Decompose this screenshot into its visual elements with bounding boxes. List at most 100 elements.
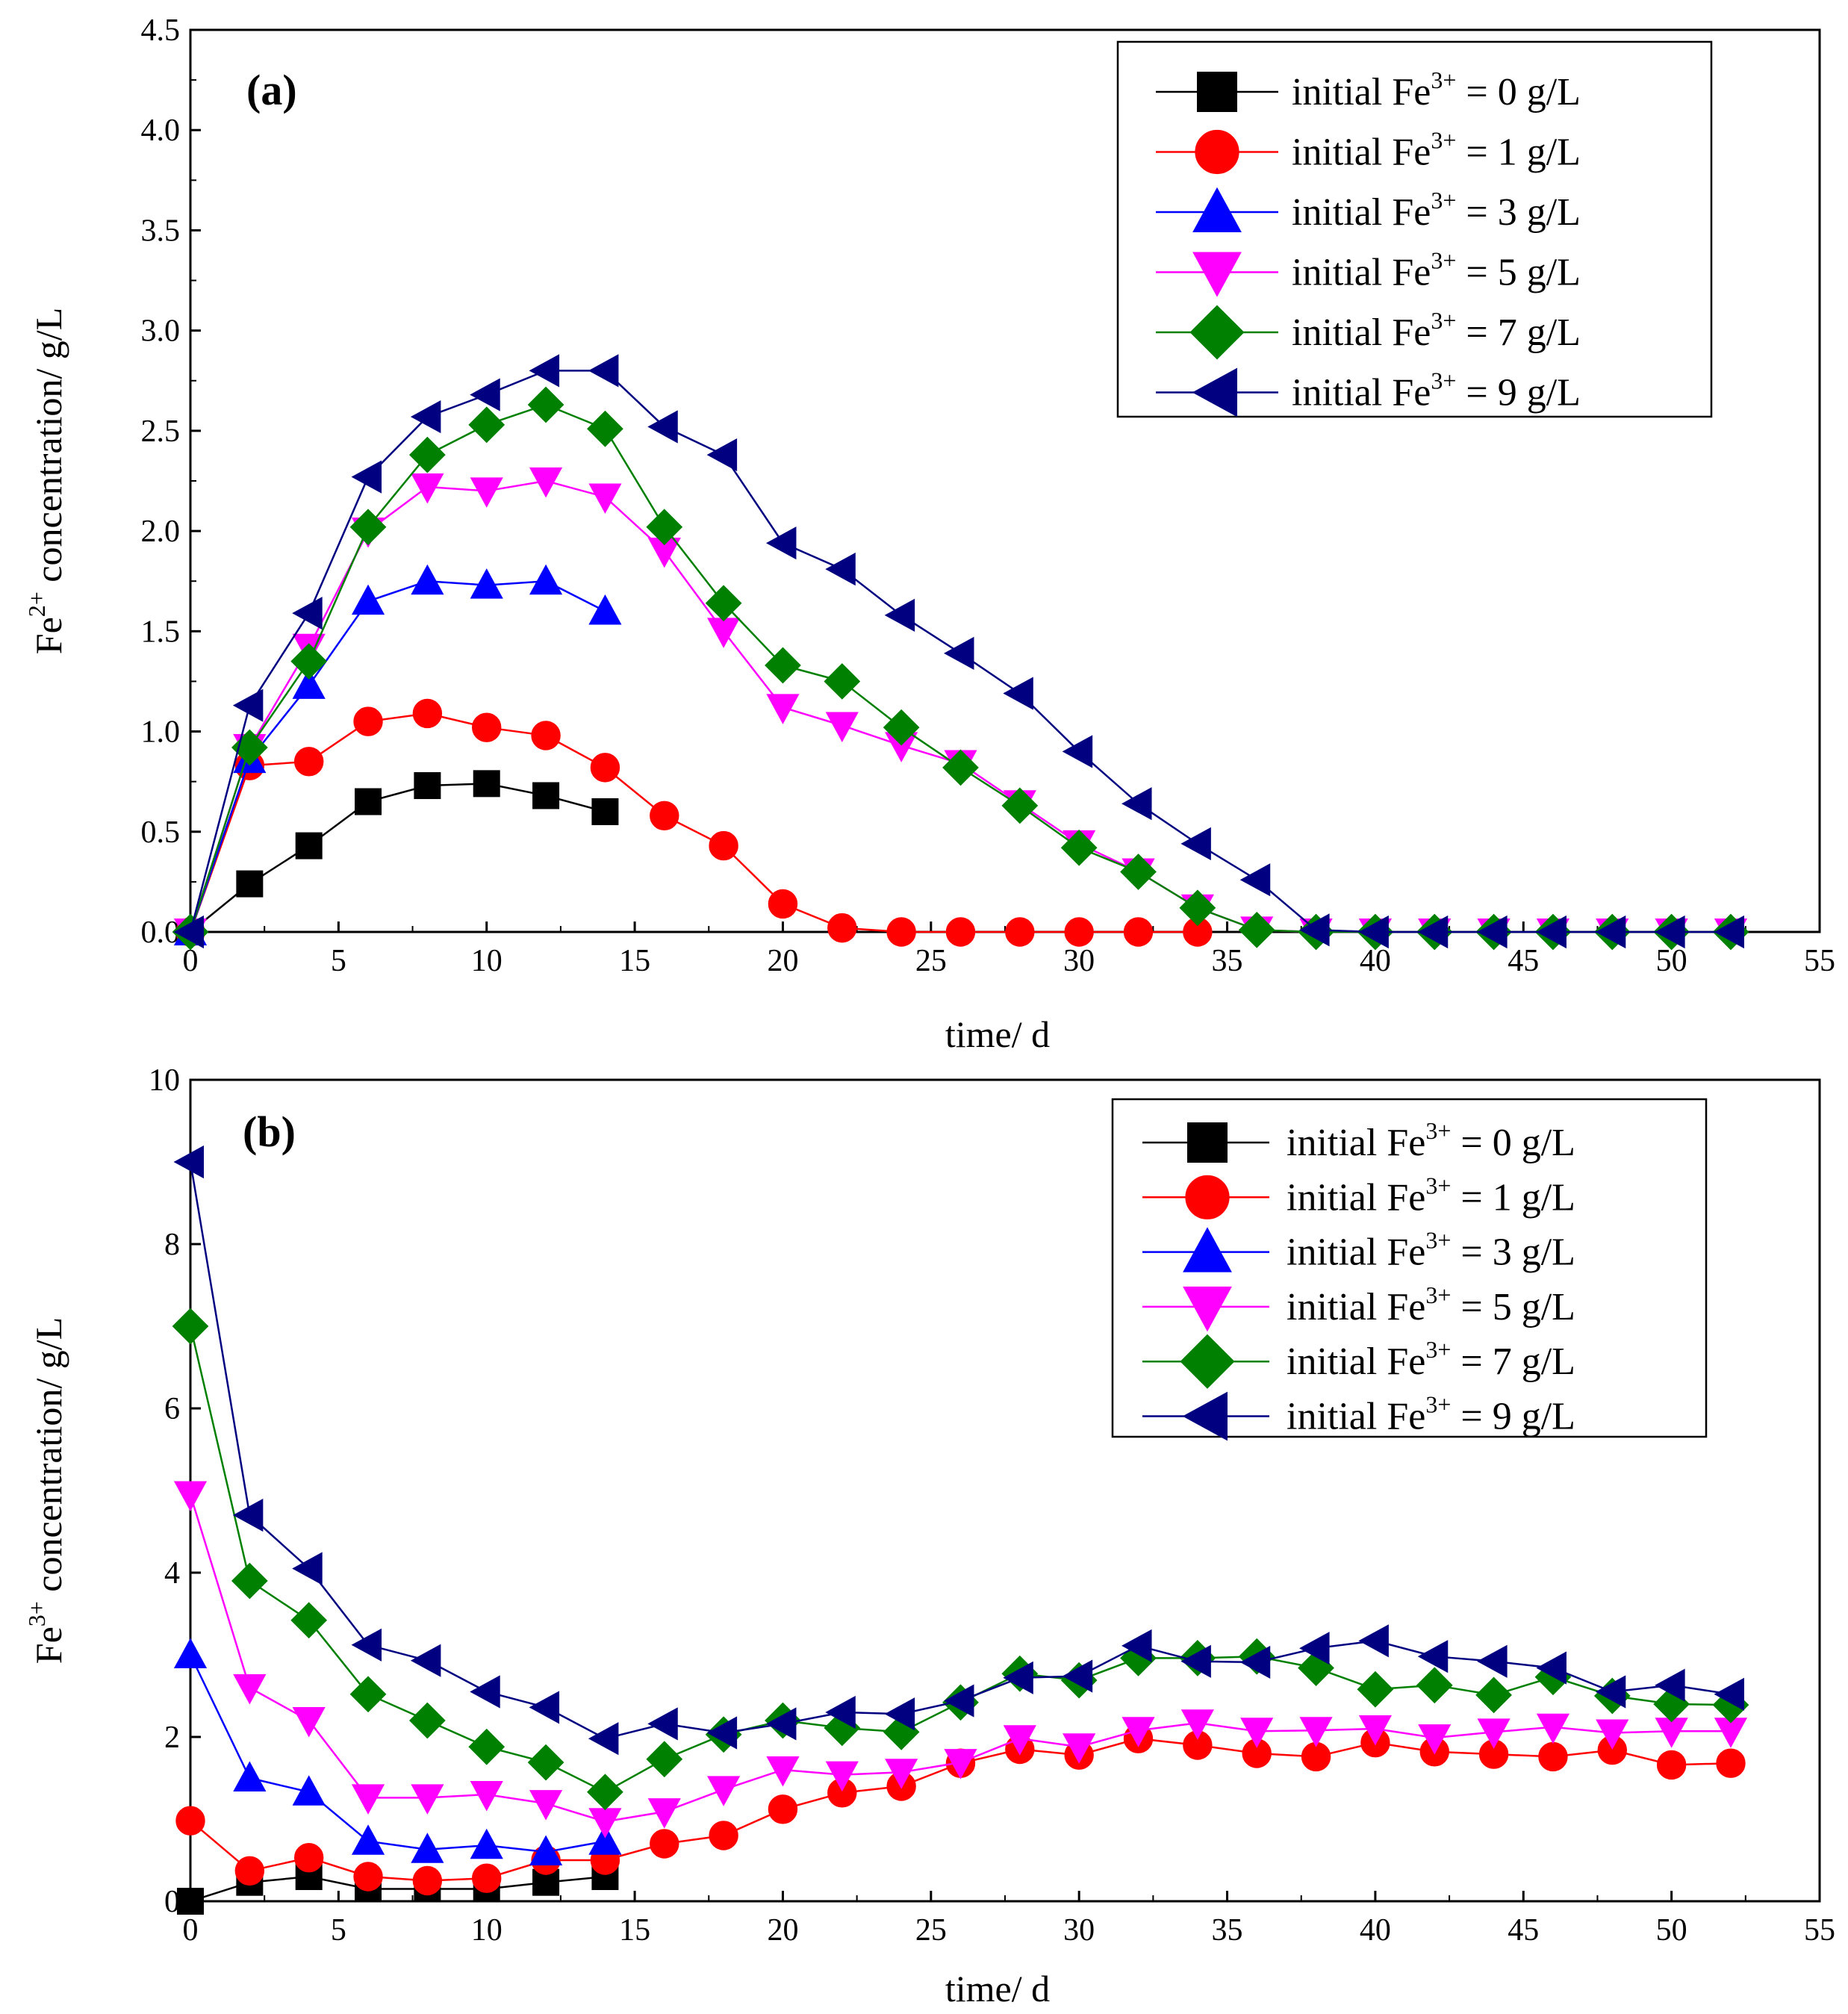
- data-point: [1417, 1640, 1449, 1673]
- data-point: [412, 1865, 443, 1896]
- data-point: [529, 1835, 563, 1865]
- data-point: [1121, 787, 1152, 821]
- data-point: [1595, 1675, 1626, 1709]
- data-point: [470, 1675, 500, 1709]
- data-point: [1477, 1644, 1508, 1678]
- data-point: [1536, 1713, 1570, 1744]
- legend-label: initial Fe3+ = 3 g/L: [1287, 1227, 1575, 1274]
- panel-label: (b): [243, 1107, 296, 1156]
- data-point: [1538, 1741, 1568, 1772]
- chart-panel-a: 0 5 10 15 20 25 30 35 40 45 50 550.00.51.01.52.02.5…: [23, 13, 1835, 1055]
- legend-item: initial Fe3+ = 0 g/L: [1156, 66, 1581, 114]
- data-point: [1064, 917, 1094, 947]
- data-point: [587, 1774, 623, 1811]
- data-point: [707, 1776, 741, 1806]
- data-point: [292, 668, 326, 699]
- data-point: [349, 1676, 387, 1713]
- data-point: [1536, 915, 1567, 949]
- series-square: [177, 770, 619, 945]
- legend: initial Fe3+ = 0 g/L initial Fe3+ = 1 g/L…: [1111, 1098, 1708, 1441]
- data-point: [529, 1691, 560, 1724]
- data-point: [292, 1775, 326, 1806]
- data-point: [292, 1707, 326, 1738]
- data-point: [1656, 1750, 1687, 1780]
- legend-item: initial Fe3+ = 5 g/L: [1142, 1281, 1575, 1332]
- legend-item: initial Fe3+ = 1 g/L: [1142, 1172, 1575, 1219]
- data-point: [470, 378, 500, 411]
- data-point: [234, 1856, 265, 1886]
- data-point: [706, 1716, 738, 1750]
- data-point: [1299, 1632, 1330, 1665]
- x-tick-label: 35: [1212, 1913, 1243, 1948]
- data-point: [647, 1798, 681, 1829]
- legend-label: initial Fe3+ = 9 g/L: [1287, 1391, 1575, 1438]
- x-tick-label: 25: [915, 1913, 947, 1948]
- data-point: [825, 712, 859, 742]
- legend-item: initial Fe3+ = 9 g/L: [1142, 1391, 1575, 1441]
- y-tick-label: 3.0: [141, 314, 181, 349]
- data-point: [353, 1862, 383, 1892]
- legend-label: initial Fe3+ = 0 g/L: [1287, 1117, 1575, 1164]
- data-point: [1595, 915, 1626, 949]
- data-point: [529, 354, 560, 388]
- data-point: [650, 1829, 679, 1859]
- data-point: [590, 753, 620, 783]
- data-point: [473, 770, 500, 798]
- data-point: [1179, 889, 1216, 927]
- data-point: [709, 1821, 738, 1850]
- data-point: [470, 1781, 503, 1812]
- data-point: [173, 1145, 204, 1179]
- data-point: [1063, 1733, 1096, 1764]
- y-axis-title: Fe2+ concentration/ g/L: [23, 308, 69, 654]
- series-triangle-up: [173, 1638, 622, 1865]
- legend-label: initial Fe3+ = 1 g/L: [1292, 127, 1581, 174]
- data-point: [410, 1644, 441, 1677]
- data-point: [351, 1824, 385, 1855]
- series-triangle-down: [173, 467, 1748, 949]
- data-point: [1477, 915, 1508, 949]
- data-point: [411, 1833, 444, 1863]
- data-point: [468, 1728, 505, 1765]
- x-tick-label: 20: [767, 944, 798, 978]
- data-point: [231, 1562, 268, 1600]
- y-tick-label: 8: [164, 1228, 180, 1262]
- data-point: [468, 406, 505, 444]
- y-axis-title-group: Fe2+ concentration/ g/L: [23, 308, 69, 654]
- data-point: [290, 1602, 328, 1639]
- data-point: [1121, 1717, 1155, 1747]
- x-tick-label: 15: [619, 944, 650, 978]
- data-point: [411, 564, 444, 595]
- data-point: [470, 477, 503, 508]
- data-point: [233, 1674, 267, 1705]
- data-point: [884, 598, 915, 632]
- x-tick-label: 45: [1508, 1913, 1539, 1948]
- legend-item: initial Fe3+ = 0 g/L: [1142, 1117, 1575, 1164]
- data-point: [765, 526, 797, 560]
- data-point: [588, 1824, 622, 1855]
- data-point: [650, 801, 679, 831]
- data-point: [1358, 1715, 1392, 1746]
- data-point: [1180, 827, 1211, 860]
- data-point: [1062, 735, 1093, 768]
- data-point: [1596, 1719, 1629, 1750]
- data-point: [173, 1481, 208, 1511]
- data-point: [884, 1697, 915, 1731]
- legend-item: initial Fe3+ = 3 g/L: [1156, 187, 1581, 234]
- data-point: [173, 1638, 208, 1668]
- legend-item: initial Fe3+ = 1 g/L: [1156, 127, 1581, 175]
- data-point: [472, 712, 502, 742]
- data-point: [1714, 915, 1744, 949]
- data-point: [1239, 1645, 1271, 1679]
- data-point: [1357, 1670, 1394, 1708]
- data-point: [591, 798, 619, 825]
- y-axis-title-group: Fe3+ concentration/ g/L: [23, 1317, 69, 1664]
- x-tick-label: 45: [1508, 944, 1539, 978]
- legend-marker: [1180, 1334, 1235, 1389]
- y-tick-label: 10: [149, 1063, 180, 1098]
- data-point: [646, 1741, 683, 1778]
- series-circle: [175, 698, 1213, 947]
- x-tick-label: 5: [331, 944, 346, 978]
- data-point: [1180, 1709, 1214, 1740]
- legend-label: initial Fe3+ = 9 g/L: [1292, 367, 1581, 414]
- data-point: [529, 564, 563, 595]
